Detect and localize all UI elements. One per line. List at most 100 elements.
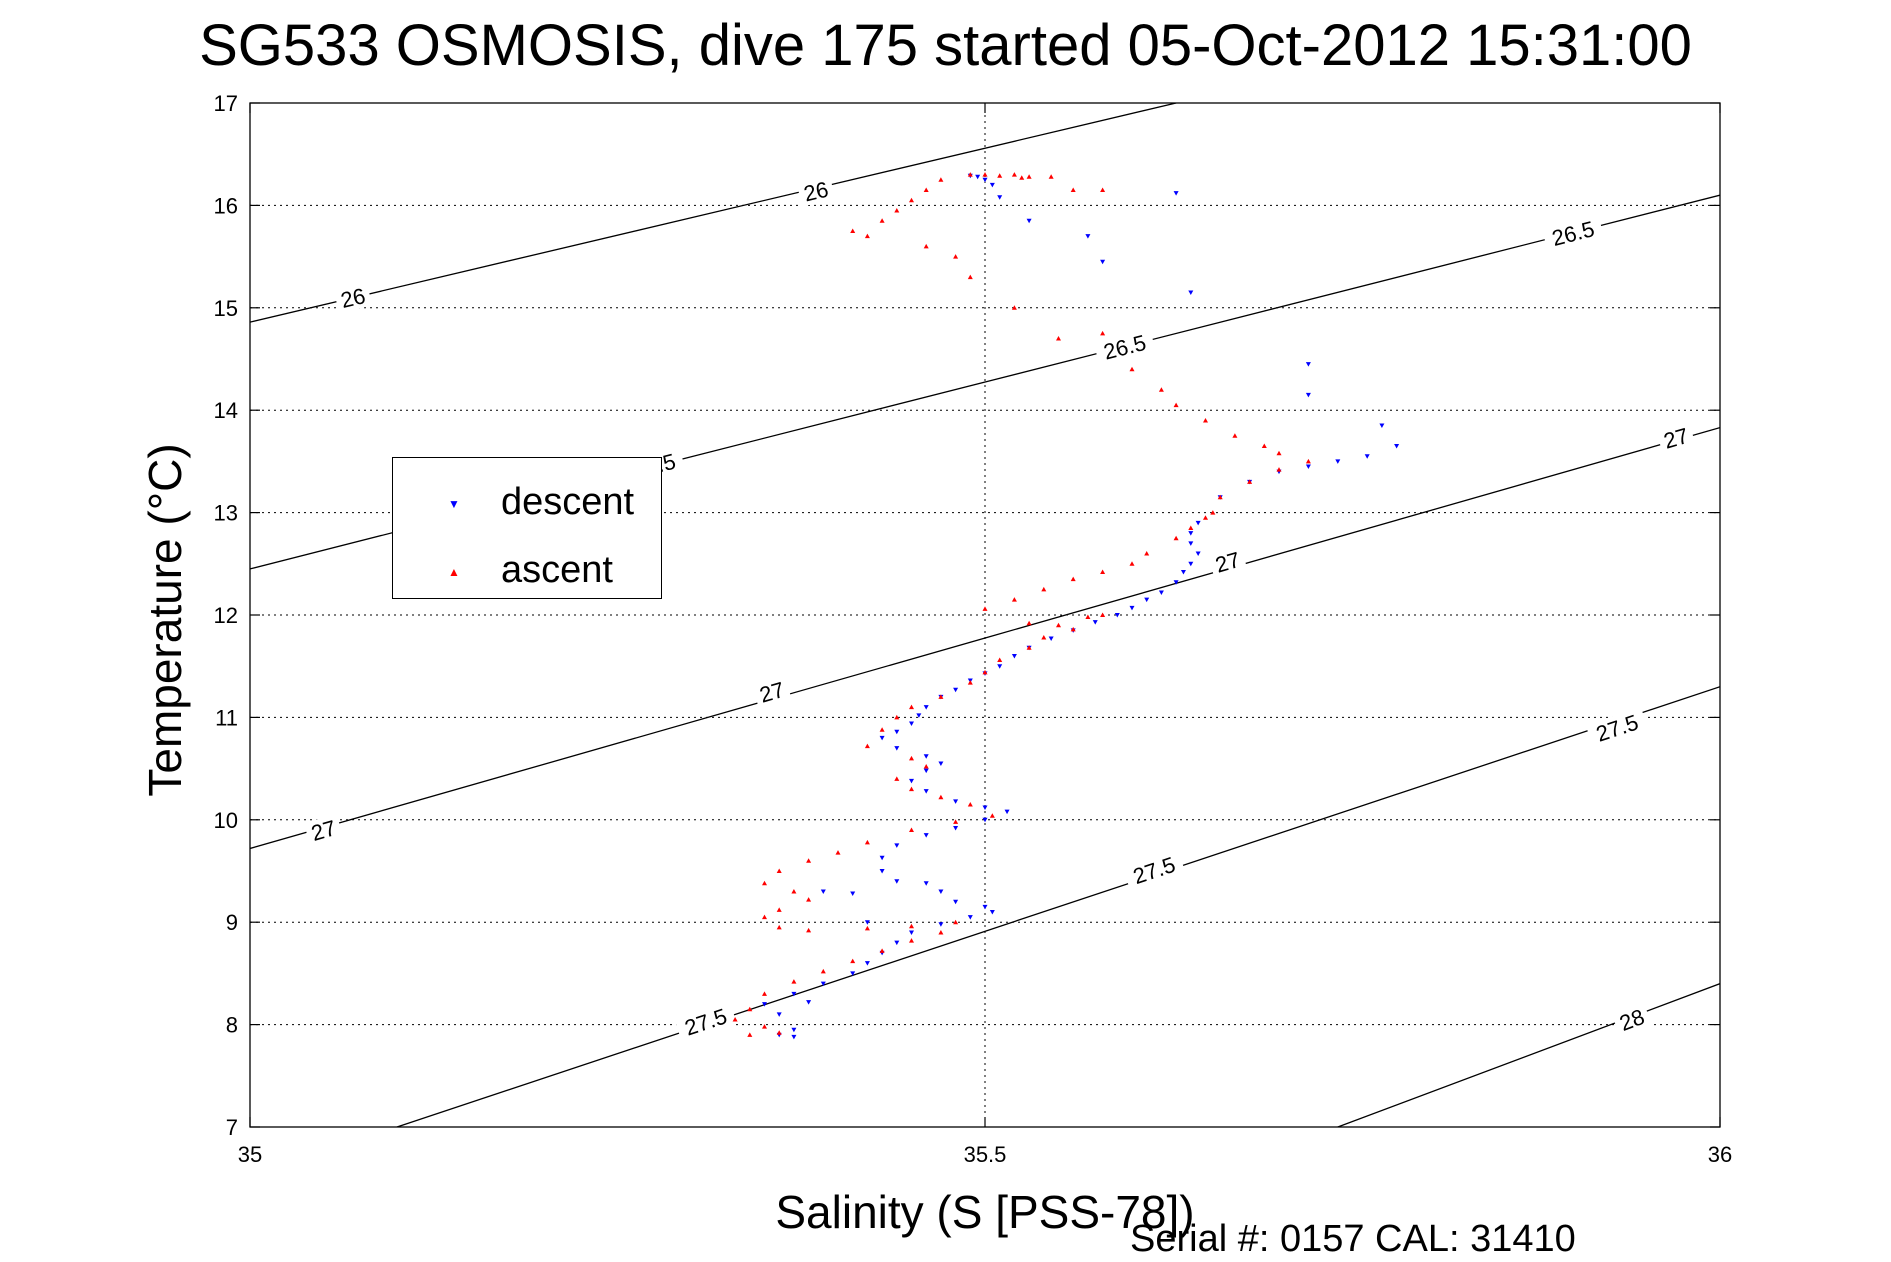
data-point-descent bbox=[1173, 191, 1179, 196]
data-point-descent bbox=[791, 991, 797, 997]
contour-label-bg bbox=[1656, 421, 1696, 455]
data-point-descent bbox=[982, 904, 988, 910]
contour-label-bg bbox=[1585, 707, 1649, 749]
data-point-descent bbox=[953, 799, 959, 804]
contour-line-26 bbox=[250, 103, 1177, 323]
x-tick-label: 35 bbox=[238, 1142, 262, 1167]
data-point-ascent bbox=[967, 274, 973, 280]
data-point-descent bbox=[1394, 444, 1400, 449]
data-point-descent bbox=[894, 879, 900, 884]
data-point-descent bbox=[953, 825, 959, 831]
data-point-ascent bbox=[894, 208, 900, 213]
data-point-ascent bbox=[864, 839, 870, 845]
data-point-ascent bbox=[909, 704, 914, 710]
data-point-descent bbox=[1129, 605, 1135, 611]
contour-label-bg bbox=[333, 281, 373, 314]
data-point-descent bbox=[791, 1027, 797, 1033]
contour-label-bg bbox=[1541, 214, 1605, 252]
data-point-ascent bbox=[909, 827, 914, 833]
data-point-descent bbox=[791, 1034, 797, 1040]
data-point-descent bbox=[806, 1000, 812, 1005]
data-point-ascent bbox=[938, 929, 944, 935]
data-point-descent bbox=[938, 922, 944, 927]
legend-label-ascent: ascent bbox=[501, 549, 613, 591]
data-point-ascent bbox=[879, 948, 885, 953]
data-point-ascent bbox=[1100, 569, 1106, 574]
data-point-ascent bbox=[909, 786, 914, 792]
data-point-ascent bbox=[989, 813, 995, 818]
data-point-descent bbox=[820, 889, 826, 894]
data-point-ascent bbox=[762, 1024, 767, 1029]
data-point-ascent bbox=[1305, 458, 1311, 464]
data-point-ascent bbox=[776, 907, 782, 912]
data-point-descent bbox=[909, 930, 914, 935]
contour-label-bg bbox=[674, 1000, 738, 1043]
y-tick-label: 10 bbox=[214, 808, 238, 833]
data-point-ascent bbox=[1247, 479, 1253, 484]
data-point-ascent bbox=[864, 925, 870, 931]
data-point-ascent bbox=[1070, 626, 1076, 632]
series-ascent bbox=[732, 172, 1311, 1037]
data-point-ascent bbox=[967, 801, 973, 807]
data-point-ascent bbox=[1276, 450, 1282, 456]
data-point-descent bbox=[909, 721, 914, 727]
data-point-descent bbox=[953, 899, 959, 905]
x-axis-label: Salinity (S [PSS-78]) bbox=[775, 1186, 1195, 1238]
data-point-descent bbox=[975, 174, 981, 180]
data-point-descent bbox=[938, 761, 944, 766]
data-point-descent bbox=[894, 843, 900, 848]
contour-label-26: 26 bbox=[801, 177, 831, 207]
contour-label-27.5: 27.5 bbox=[1593, 709, 1642, 746]
data-point-ascent bbox=[1173, 535, 1179, 541]
data-point-ascent bbox=[1011, 597, 1017, 602]
data-point-ascent bbox=[909, 938, 914, 943]
data-point-ascent bbox=[806, 897, 812, 902]
data-point-descent bbox=[989, 909, 995, 915]
legend-marker-ascent: ▲ bbox=[448, 565, 460, 579]
data-point-ascent bbox=[938, 177, 944, 182]
data-point-ascent bbox=[1048, 174, 1054, 179]
x-tick-label: 36 bbox=[1708, 1142, 1732, 1167]
data-point-ascent bbox=[938, 794, 944, 800]
data-point-descent bbox=[879, 735, 885, 741]
data-point-ascent bbox=[776, 1030, 782, 1035]
data-point-descent bbox=[1364, 454, 1370, 459]
data-point-descent bbox=[1188, 561, 1194, 567]
data-point-descent bbox=[1026, 218, 1032, 224]
contour-label-bg bbox=[1093, 327, 1156, 366]
data-point-descent bbox=[916, 713, 922, 718]
y-tick-label: 11 bbox=[215, 705, 238, 730]
data-point-ascent bbox=[909, 755, 914, 761]
data-point-ascent bbox=[967, 680, 973, 685]
data-point-ascent bbox=[967, 172, 973, 177]
data-point-ascent bbox=[1129, 561, 1135, 566]
legend-marker-descent: ▼ bbox=[448, 497, 460, 511]
data-point-descent bbox=[894, 729, 900, 735]
data-point-descent bbox=[1188, 531, 1194, 536]
contour-label-bg bbox=[1122, 849, 1186, 891]
data-point-descent bbox=[923, 754, 929, 759]
data-point-descent bbox=[1092, 620, 1098, 625]
data-point-descent bbox=[923, 881, 929, 886]
data-point-ascent bbox=[762, 991, 767, 996]
data-point-descent bbox=[1188, 541, 1194, 546]
y-tick-label: 12 bbox=[214, 603, 238, 628]
data-point-ascent bbox=[938, 694, 944, 699]
y-tick-label: 15 bbox=[214, 296, 238, 321]
data-point-descent bbox=[1305, 392, 1311, 398]
data-point-ascent bbox=[879, 218, 885, 223]
data-point-descent bbox=[762, 1002, 767, 1007]
data-point-ascent bbox=[982, 669, 988, 675]
data-point-ascent bbox=[791, 979, 797, 984]
y-tick-label: 16 bbox=[214, 193, 238, 218]
data-point-descent bbox=[923, 768, 929, 774]
contour-label-bg bbox=[1207, 545, 1248, 578]
data-point-descent bbox=[1180, 569, 1186, 575]
data-point-ascent bbox=[953, 919, 959, 925]
data-point-ascent bbox=[923, 187, 929, 193]
data-point-descent bbox=[989, 182, 995, 188]
legend: ▼ descent ▲ ascent bbox=[392, 457, 662, 599]
y-tick-label: 9 bbox=[226, 910, 238, 935]
x-tick-label: 35.5 bbox=[964, 1142, 1007, 1167]
